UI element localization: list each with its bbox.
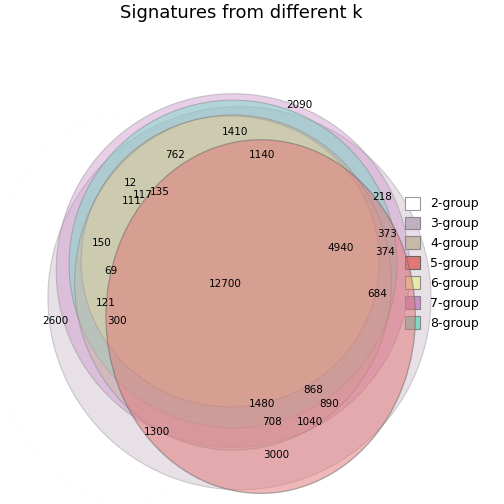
Text: 117: 117 — [133, 190, 153, 200]
Text: 150: 150 — [91, 238, 111, 248]
Text: 69: 69 — [104, 266, 117, 276]
Text: 2090: 2090 — [286, 100, 312, 110]
Text: 121: 121 — [96, 298, 116, 308]
Title: Signatures from different k: Signatures from different k — [120, 4, 362, 22]
Text: 3000: 3000 — [263, 450, 289, 460]
Text: 708: 708 — [262, 417, 282, 427]
Ellipse shape — [56, 94, 410, 448]
Text: 111: 111 — [122, 197, 142, 207]
Text: 1480: 1480 — [249, 399, 276, 409]
Text: 1410: 1410 — [222, 128, 248, 138]
Text: 373: 373 — [377, 229, 397, 239]
Text: 218: 218 — [372, 192, 392, 202]
Text: 2600: 2600 — [42, 316, 69, 326]
Text: 1040: 1040 — [297, 417, 324, 427]
Text: 1300: 1300 — [144, 427, 170, 436]
Ellipse shape — [106, 140, 415, 493]
Ellipse shape — [48, 107, 431, 490]
Text: 1140: 1140 — [249, 150, 276, 160]
Text: 374: 374 — [375, 247, 395, 257]
Ellipse shape — [69, 100, 397, 428]
Text: 684: 684 — [367, 289, 388, 298]
Text: 762: 762 — [165, 150, 185, 160]
Text: 12: 12 — [124, 178, 138, 188]
Text: 890: 890 — [319, 399, 339, 409]
Ellipse shape — [81, 116, 380, 407]
Legend: 2-group, 3-group, 4-group, 5-group, 6-group, 7-group, 8-group: 2-group, 3-group, 4-group, 5-group, 6-gr… — [399, 191, 485, 336]
Text: 4940: 4940 — [328, 242, 354, 253]
Ellipse shape — [75, 115, 392, 450]
Text: 12700: 12700 — [209, 279, 242, 289]
Text: 135: 135 — [149, 187, 169, 197]
Text: 300: 300 — [107, 316, 127, 326]
Text: 868: 868 — [303, 385, 323, 395]
